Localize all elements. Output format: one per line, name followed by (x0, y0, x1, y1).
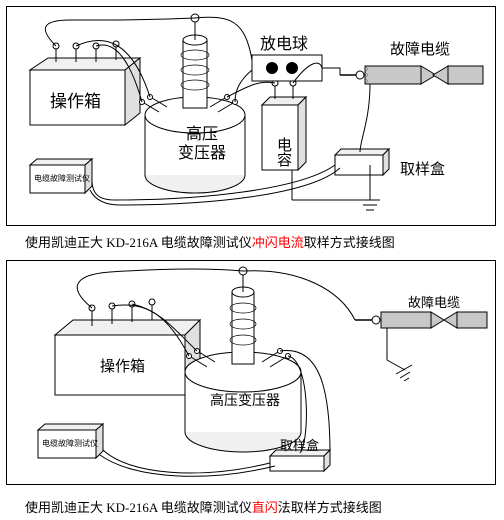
label-hv-trans-1: 高压 变压器 (178, 125, 226, 163)
label-hv-trans-2: 高压变压器 (210, 390, 280, 410)
op-box-shape (30, 41, 140, 125)
label-fault-cable-1: 故障电缆 (390, 38, 450, 59)
fault-cable-shape (340, 66, 483, 84)
label-op-box-2: 操作箱 (100, 355, 145, 376)
label-discharge-ball: 放电球 (260, 30, 308, 54)
label-detector-1: 电缆故障测试仪 (34, 173, 90, 184)
label-cap: 电容 (273, 137, 294, 167)
caption-1-mode: 冲闪电流 (252, 235, 304, 250)
caption-2-post: 法取样方式接线图 (278, 500, 382, 515)
caption-2: 使用凯迪正大 KD-216A 电缆故障测试仪直闪法取样方式接线图 (25, 497, 382, 516)
caption-1: 使用凯迪正大 KD-216A 电缆故障测试仪冲闪电流取样方式接线图 (25, 232, 395, 251)
hv-transformer-shape (140, 14, 246, 193)
label-sample-box-1: 取样盒 (400, 158, 445, 179)
discharge-ball-shape (252, 55, 322, 81)
label-fault-cable-2: 故障电缆 (408, 292, 460, 311)
label-op-box-1: 操作箱 (50, 87, 101, 112)
caption-2-pre: 使用凯迪正大 KD-216A 电缆故障测试仪 (25, 500, 252, 515)
sample-box-shape (335, 149, 389, 175)
caption-2-mode: 直闪 (252, 500, 278, 515)
caption-1-pre: 使用凯迪正大 KD-216A 电缆故障测试仪 (25, 235, 252, 250)
caption-1-post: 取样方式接线图 (304, 235, 395, 250)
label-detector-2: 电缆故障测试仪 (42, 438, 98, 449)
label-sample-box-2: 取样盒 (280, 435, 319, 454)
